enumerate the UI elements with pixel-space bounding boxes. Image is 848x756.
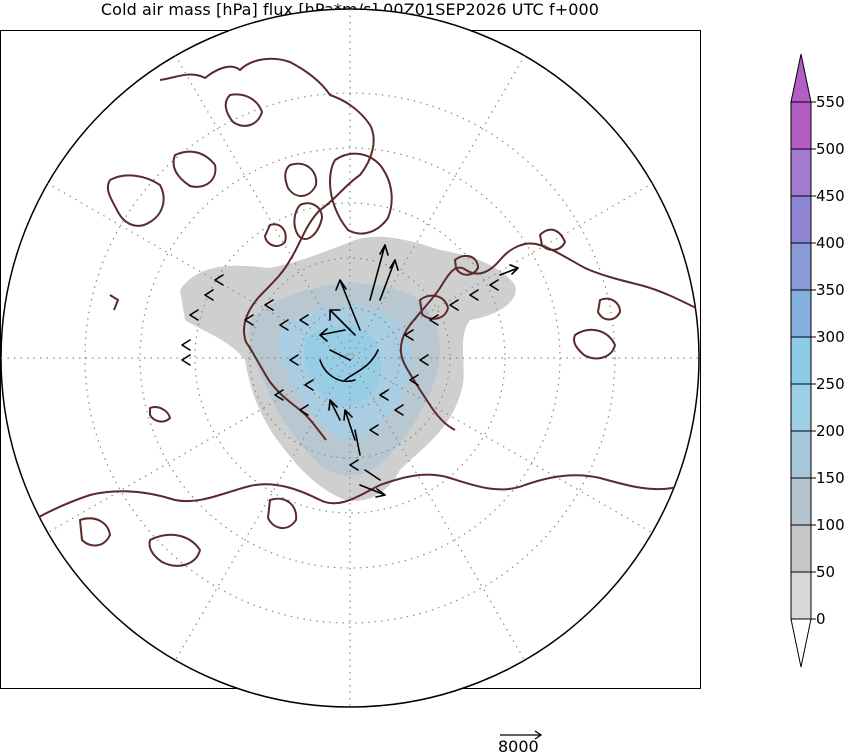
colorbar-tick-label: 450 — [816, 187, 845, 205]
colorbar-segment — [790, 383, 812, 432]
colorbar — [790, 53, 816, 668]
colorbar-segment — [790, 195, 812, 244]
colorbar-tick-label: 50 — [816, 563, 836, 581]
coastlines — [1, 57, 699, 567]
colorbar-tick-label: 500 — [816, 140, 845, 158]
colorbar-segment — [790, 289, 812, 338]
colorbar-extend-max — [790, 53, 812, 103]
colorbar-tick-label: 550 — [816, 93, 845, 111]
reference-arrow — [500, 730, 543, 740]
colorbar-segment — [790, 524, 812, 573]
cold-air-field-core — [304, 325, 382, 407]
colorbar-tick-label: 0 — [816, 610, 826, 628]
reference-vector-label: 8000 — [498, 737, 539, 756]
colorbar-extend-min — [790, 618, 812, 668]
colorbar-segment — [790, 242, 812, 291]
colorbar-tick-label: 100 — [816, 516, 845, 534]
colorbar-tick-label: 400 — [816, 234, 845, 252]
colorbar-segment — [790, 571, 812, 620]
flux-vectors — [181, 244, 519, 498]
colorbar-segment — [790, 430, 812, 479]
colorbar-segment — [790, 477, 812, 526]
colorbar-tick-label: 200 — [816, 422, 845, 440]
colorbar-tick-label: 350 — [816, 281, 845, 299]
colorbar-segment — [790, 101, 812, 150]
colorbar-tick-label: 300 — [816, 328, 845, 346]
colorbar-segment — [790, 148, 812, 197]
colorbar-segment — [790, 336, 812, 385]
colorbar-tick-label: 150 — [816, 469, 845, 487]
colorbar-tick-label: 250 — [816, 375, 845, 393]
